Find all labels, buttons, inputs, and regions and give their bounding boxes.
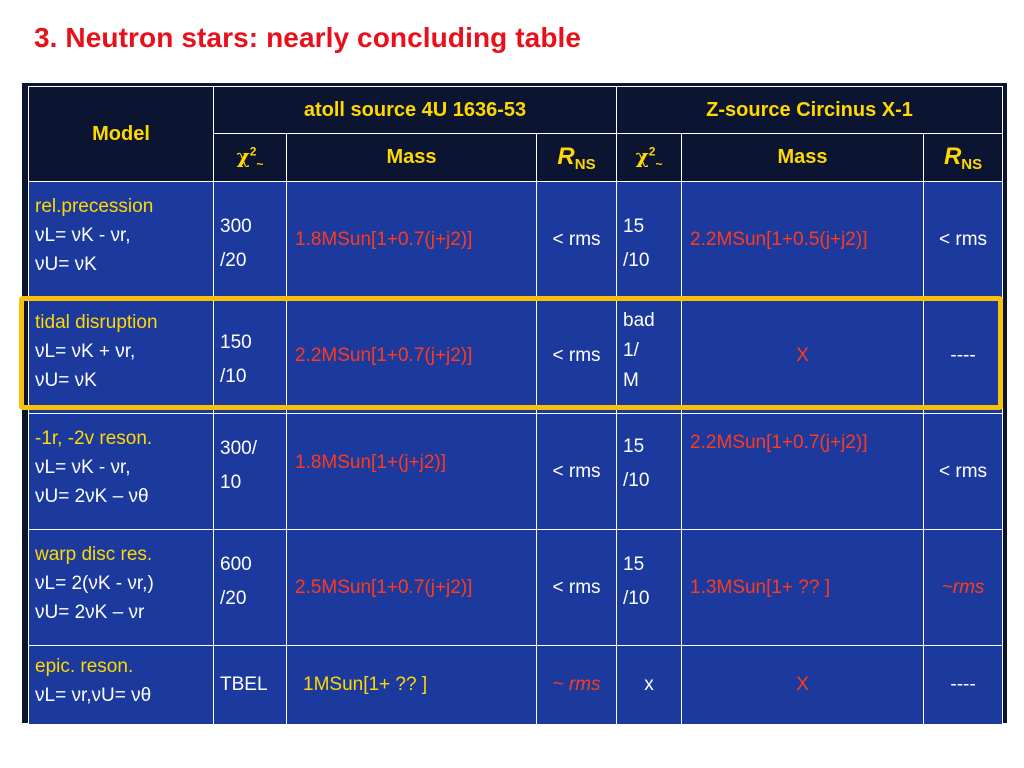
model-formula: νL= νK + νr,: [35, 341, 136, 362]
header-atoll-source: atoll source 4U 1636-53: [212, 86, 618, 134]
model-formula: νL= 2(νK - νr,): [35, 573, 154, 594]
table-row: rel.precession νL= νK - νr, νU= νK 300/2…: [28, 181, 1004, 298]
z-mass-cell: X: [681, 645, 925, 725]
atoll-chi-cell: 300/10: [213, 413, 287, 530]
header-z-source: Z-source Circinus X-1: [616, 86, 1004, 134]
results-table: Model atoll source 4U 1636-53 Z-source C…: [28, 86, 1004, 725]
slide-title: 3. Neutron stars: nearly concluding tabl…: [34, 22, 582, 53]
z-mass-cell: 2.2MSun[1+0.5(j+j2)]: [681, 181, 925, 298]
atoll-mass-cell: 1.8MSun[1+0.7(j+j2)]: [286, 181, 537, 298]
model-formula: νL= νr,νU= νθ: [35, 685, 152, 706]
z-rns-cell: ----: [923, 297, 1004, 414]
atoll-rns-cell: < rms: [535, 297, 618, 414]
model-cell: epic. reson. νL= νr,νU= νθ: [28, 645, 214, 725]
model-name: warp disc res.: [35, 544, 153, 565]
atoll-chi-cell: 300/20: [213, 181, 287, 298]
atoll-rns-cell: < rms: [535, 413, 618, 530]
model-formula: νU= νK: [35, 254, 97, 275]
z-rns-cell: ~rms: [923, 529, 1004, 646]
z-rns-cell: ----: [923, 645, 1004, 725]
z-mass-cell: 2.2MSun[1+0.7(j+j2)]: [681, 413, 925, 530]
z-chi-cell: 15/10: [616, 413, 683, 530]
atoll-rns-cell: ~ rms: [535, 645, 618, 725]
z-chi-cell: 15/10: [616, 529, 683, 646]
model-cell: warp disc res. νL= 2(νK - νr,) νU= 2νK –…: [28, 529, 214, 646]
model-name: rel.precession: [35, 196, 154, 217]
model-formula: νU= νK: [35, 370, 97, 391]
z-chi-cell: 15/10: [616, 181, 683, 298]
z-chi-cell: x: [616, 645, 683, 725]
atoll-mass-cell: 2.2MSun[1+0.7(j+j2)]: [286, 297, 537, 414]
z-chi-cell: bad 1/M: [616, 297, 683, 414]
z-rns-cell: < rms: [923, 413, 1004, 530]
model-name: epic. reson.: [35, 656, 134, 677]
atoll-mass-cell: 1.8MSun[1+(j+j2)]: [286, 413, 537, 530]
header-z-mass: Mass: [681, 133, 925, 182]
model-formula: νU= 2νK – νθ: [35, 486, 149, 507]
atoll-rns-cell: < rms: [535, 529, 618, 646]
header-atoll-rns: RNS: [535, 133, 618, 182]
atoll-chi-cell: 150/10: [213, 297, 287, 414]
table-row: warp disc res. νL= 2(νK - νr,) νU= 2νK –…: [28, 529, 1004, 646]
z-mass-cell: 1.3MSun[1+ ?? ]: [681, 529, 925, 646]
header-z-chi: χ2~: [616, 133, 683, 182]
atoll-rns-cell: < rms: [535, 181, 618, 298]
model-formula: νL= νK - νr,: [35, 225, 131, 246]
table-row: epic. reson. νL= νr,νU= νθ TBEL 1MSun[1+…: [28, 645, 1004, 725]
atoll-chi-cell: 600/20: [213, 529, 287, 646]
model-formula: νL= νK - νr,: [35, 457, 131, 478]
model-name: -1r, -2v reson.: [35, 428, 153, 449]
model-cell: tidal disruption νL= νK + νr, νU= νK: [28, 297, 214, 414]
atoll-chi-cell: TBEL: [213, 645, 287, 725]
model-cell: rel.precession νL= νK - νr, νU= νK: [28, 181, 214, 298]
atoll-mass-cell: 1MSun[1+ ?? ]: [286, 645, 537, 725]
z-mass-cell: X: [681, 297, 925, 414]
z-rns-cell: < rms: [923, 181, 1004, 298]
table-row: -1r, -2v reson. νL= νK - νr, νU= 2νK – ν…: [28, 413, 1004, 530]
model-name: tidal disruption: [35, 312, 158, 333]
header-z-rns: RNS: [923, 133, 1004, 182]
table-frame: Model atoll source 4U 1636-53 Z-source C…: [22, 83, 1007, 725]
atoll-mass-cell: 2.5MSun[1+0.7(j+j2)]: [286, 529, 537, 646]
header-atoll-chi: χ2~: [213, 133, 287, 182]
model-formula: νU= 2νK – νr: [35, 602, 145, 623]
header-atoll-mass: Mass: [286, 133, 537, 182]
table-row: tidal disruption νL= νK + νr, νU= νK 150…: [28, 297, 1004, 414]
header-model: Model: [28, 86, 214, 182]
model-cell: -1r, -2v reson. νL= νK - νr, νU= 2νK – ν…: [28, 413, 214, 530]
